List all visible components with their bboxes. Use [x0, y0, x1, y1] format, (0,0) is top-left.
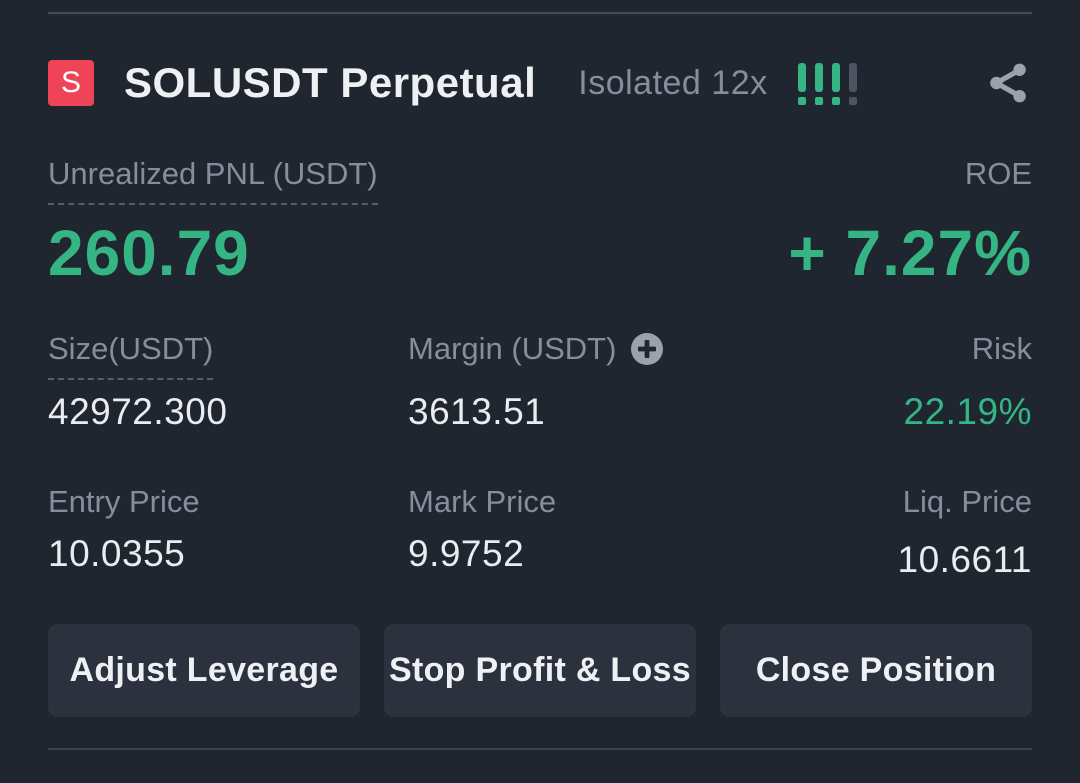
- risk-label: Risk: [971, 331, 1032, 366]
- roe-value: + 7.27%: [788, 217, 1032, 289]
- risk-bar: [848, 63, 857, 105]
- margin-leverage-info[interactable]: Isolated 12x: [578, 61, 857, 105]
- action-button-row: Adjust Leverage Stop Profit & Loss Close…: [48, 624, 1032, 717]
- risk-bar: [814, 63, 823, 105]
- risk-bar: [797, 63, 806, 105]
- size-value: 42972.300: [48, 391, 228, 432]
- size-margin-risk-value-row: 42972.300 3613.51 22.19%: [48, 392, 1032, 432]
- pnl-roe-value-row: 260.79 + 7.27%: [48, 221, 1032, 285]
- price-label-row: Entry Price Mark Price Liq. Price: [48, 482, 1032, 522]
- margin-value: 3613.51: [408, 391, 546, 432]
- position-title: SOLUSDT Perpetual: [124, 59, 537, 106]
- margin-mode-leverage-label: Isolated 12x: [578, 63, 768, 102]
- liq-price-label: Liq. Price: [902, 484, 1032, 519]
- mark-price-label: Mark Price: [408, 484, 557, 519]
- share-icon: [990, 63, 1026, 103]
- unrealized-pnl-value: 260.79: [48, 217, 250, 289]
- size-margin-risk-label-row: Size(USDT) Margin (USDT) Risk: [48, 329, 1032, 380]
- symbol-badge-letter: S: [60, 66, 81, 99]
- unrealized-pnl-label[interactable]: Unrealized PNL (USDT): [48, 154, 378, 205]
- symbol-badge: S: [48, 60, 94, 106]
- size-label[interactable]: Size(USDT): [48, 329, 214, 380]
- price-value-row: 10.0355 9.9752 10.6611: [48, 534, 1032, 580]
- entry-price-label: Entry Price: [48, 484, 200, 519]
- plus-circle-icon: [631, 333, 664, 365]
- leverage-risk-bars-icon: [797, 61, 857, 105]
- bottom-divider: [48, 748, 1032, 750]
- pnl-roe-label-row: Unrealized PNL (USDT) ROE: [48, 154, 1032, 205]
- stop-profit-loss-button[interactable]: Stop Profit & Loss: [384, 624, 696, 717]
- risk-bar: [831, 63, 840, 105]
- entry-price-value: 10.0355: [48, 533, 186, 574]
- liq-price-value: 10.6611: [897, 539, 1032, 580]
- risk-value: 22.19%: [903, 391, 1032, 432]
- top-divider: [48, 12, 1032, 14]
- position-header: S SOLUSDT Perpetual Isolated 12x: [48, 59, 1032, 107]
- margin-label: Margin (USDT): [408, 331, 617, 366]
- position-card: S SOLUSDT Perpetual Isolated 12x: [0, 12, 1080, 750]
- roe-label: ROE: [964, 156, 1032, 191]
- adjust-leverage-button[interactable]: Adjust Leverage: [48, 624, 360, 717]
- mark-price-value: 9.9752: [408, 533, 525, 574]
- share-button[interactable]: [984, 59, 1032, 107]
- add-margin-button[interactable]: [630, 332, 664, 366]
- close-position-button[interactable]: Close Position: [720, 624, 1032, 717]
